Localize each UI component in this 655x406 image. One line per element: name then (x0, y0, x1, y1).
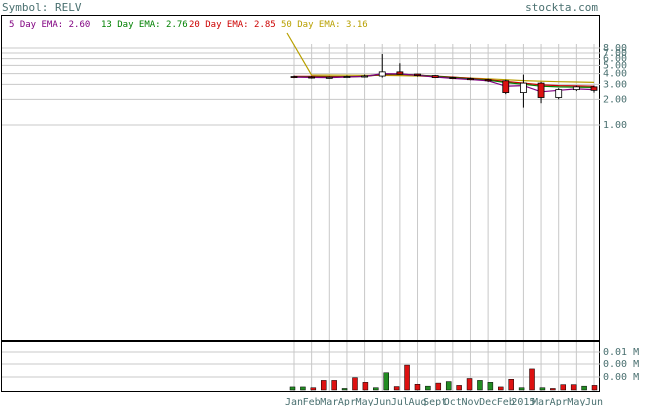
candle-body (555, 89, 563, 98)
volume-bar (320, 380, 327, 391)
volume-bar (591, 385, 598, 391)
volume-bar (362, 382, 369, 391)
volume-bar (581, 385, 587, 391)
price-tick-label: 5.00 (603, 60, 627, 71)
volume-bar (570, 384, 577, 391)
volume-bar (435, 382, 442, 391)
x-tick-label: Jun (585, 397, 603, 406)
volume-bar (373, 387, 379, 391)
volume-bar (498, 386, 504, 391)
candle-body (520, 82, 527, 93)
volume-bar (445, 381, 452, 391)
price-tick-label: 7.00 (603, 48, 627, 59)
x-tick-label: Jul (391, 397, 409, 406)
volume-bar (300, 386, 306, 391)
candle-body (361, 75, 368, 78)
volume-bar (383, 372, 389, 391)
x-tick-label: May (356, 397, 374, 406)
x-tick-label: Mar (532, 397, 550, 406)
candle-body (537, 82, 545, 98)
volume-bar (477, 380, 483, 391)
volume-bar (393, 386, 400, 391)
volume-tick-label: 0.00 M (603, 372, 639, 383)
candle-body (467, 78, 474, 81)
x-tick-label: Sept (423, 397, 447, 406)
price-y-axis: 8.007.006.005.004.003.00 2.00 1.00 (603, 43, 627, 131)
candle-body (414, 73, 421, 76)
x-tick-label: Jun (373, 397, 391, 406)
price-tick-label: 4.00 (603, 69, 627, 80)
x-tick-label: Aug (408, 397, 426, 406)
x-tick-label: Nov (461, 397, 479, 406)
volume-panel-frame (1, 341, 600, 392)
price-tick-label: 2.00 (603, 94, 627, 105)
volume-bar (529, 368, 535, 391)
volume-bar (539, 387, 546, 391)
x-tick-label: Apr (550, 397, 568, 406)
candle-body (290, 76, 298, 78)
legend-ema-50: 50 Day EMA: 3.16 (281, 20, 368, 30)
site-label[interactable]: stockta.com (525, 1, 598, 14)
legend-ema-5: 5 Day EMA: 2.60 (9, 20, 90, 30)
volume-bar (352, 377, 358, 391)
candle-body (449, 77, 457, 80)
volume-bar (425, 385, 431, 391)
x-tick-label: Feb (497, 397, 515, 406)
volume-bar (310, 387, 317, 391)
volume-bar (550, 388, 556, 391)
volume-bar (508, 379, 514, 391)
candle-body (343, 76, 351, 78)
volume-bar (518, 387, 525, 391)
x-tick-label: Dec (479, 397, 497, 406)
price-tick-label: 1.00 (603, 120, 627, 131)
volume-tick-label: 0.00 M (603, 359, 639, 370)
symbol-label: Symbol: RELV (2, 1, 82, 14)
candle-body (396, 71, 404, 75)
x-tick-label: 2015 (511, 397, 535, 406)
volume-bar (560, 384, 567, 391)
candle-body (590, 86, 598, 91)
candle-body (308, 76, 316, 79)
volume-tick-label: 0.01 M (603, 347, 639, 358)
volume-bar (331, 380, 337, 391)
volume-bar (456, 385, 462, 391)
price-panel-frame (1, 15, 600, 341)
x-tick-label: May (567, 397, 585, 406)
candles (290, 54, 598, 108)
price-tick-label: 8.00 (603, 43, 627, 54)
x-tick-label: Oct (444, 397, 462, 406)
candle-body (572, 86, 580, 91)
volume-bars (289, 364, 598, 391)
x-tick-label: Mar (320, 397, 338, 406)
volume-bar (414, 384, 421, 391)
volume-bar (341, 388, 348, 391)
candle-body (502, 80, 510, 93)
x-tick-label: Jan (285, 397, 303, 406)
candle-body (484, 79, 492, 82)
legend-ema-13: 13 Day EMA: 2.76 (101, 20, 188, 30)
volume-bar (404, 364, 410, 391)
x-tick-label: Apr (338, 397, 356, 406)
candle-body (378, 71, 386, 77)
volume-bar (466, 378, 473, 391)
legend-ema-20: 20 Day EMA: 2.85 (189, 20, 276, 30)
price-tick-label: 6.00 (603, 54, 627, 65)
volume-bar (487, 382, 494, 391)
candle-body (325, 76, 333, 79)
candle-body (431, 75, 439, 78)
volume-gridlines (2, 351, 600, 378)
volume-y-axis: 0.01 M0.00 M0.00 M (603, 347, 639, 383)
price-tick-label: 3.00 (603, 79, 627, 90)
x-tick-label: Feb (303, 397, 321, 406)
volume-bar (289, 386, 296, 391)
